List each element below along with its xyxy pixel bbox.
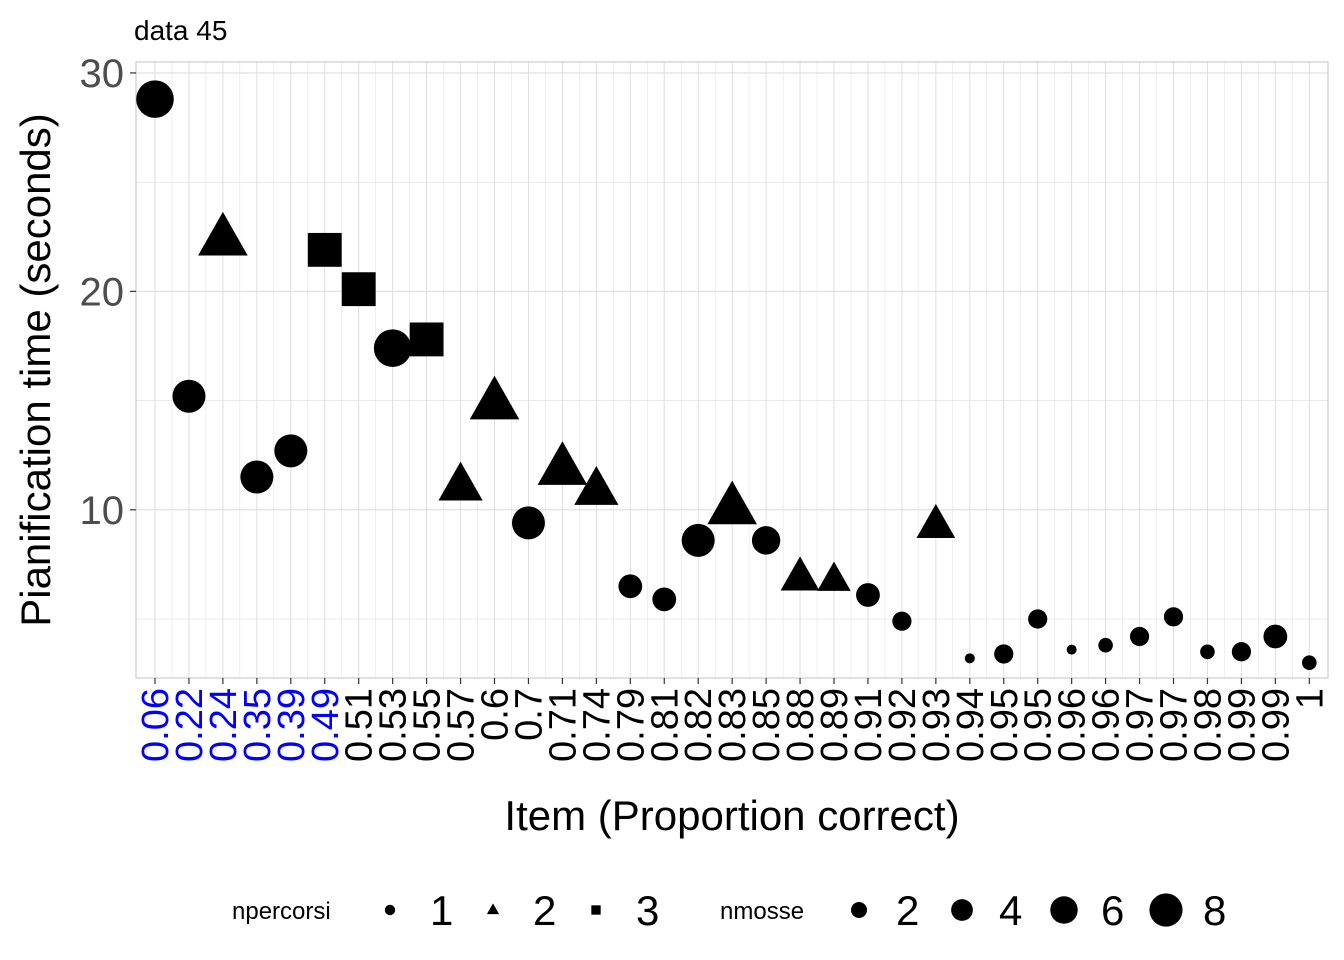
data-point bbox=[1163, 607, 1184, 627]
y-tick-label: 20 bbox=[80, 270, 125, 314]
y-tick-label: 30 bbox=[80, 52, 125, 96]
data-point bbox=[964, 653, 975, 664]
data-point bbox=[994, 644, 1014, 664]
x-tick-label: 0.94 bbox=[950, 688, 992, 762]
x-tick-label: 0.22 bbox=[169, 688, 211, 762]
x-tick-label: 0.98 bbox=[1187, 688, 1229, 762]
x-tick-label: 0.35 bbox=[237, 688, 279, 762]
chart-subtitle: data 45 bbox=[134, 15, 227, 46]
x-tick-label: 0.89 bbox=[814, 688, 856, 762]
data-point bbox=[707, 480, 757, 525]
data-point bbox=[574, 466, 619, 505]
x-tick-label: 0.82 bbox=[678, 688, 720, 762]
data-point bbox=[916, 503, 956, 539]
x-tick-label: 0.49 bbox=[305, 688, 347, 762]
x-tick-label: 0.93 bbox=[916, 688, 958, 762]
x-axis-ticks: 0.060.220.240.350.390.490.510.530.550.57… bbox=[135, 678, 1331, 762]
x-tick-label: 0.83 bbox=[712, 688, 754, 762]
data-point bbox=[1028, 609, 1048, 629]
legend-key-label: 8 bbox=[1203, 887, 1226, 934]
x-tick-label: 0.53 bbox=[373, 688, 415, 762]
legend-key-symbol bbox=[591, 905, 601, 915]
data-point bbox=[1231, 642, 1251, 662]
legend-key-symbol bbox=[951, 899, 973, 921]
x-tick-label: 0.99 bbox=[1221, 688, 1263, 762]
legend-key-label: 3 bbox=[636, 887, 659, 934]
data-point bbox=[307, 232, 342, 267]
legend-key-symbol bbox=[1050, 896, 1078, 924]
data-point bbox=[1302, 655, 1317, 671]
x-tick-label: 0.95 bbox=[1018, 688, 1060, 762]
data-point bbox=[537, 441, 588, 485]
x-tick-label: 0.55 bbox=[407, 688, 449, 762]
legend-key-symbol bbox=[486, 903, 500, 915]
data-point bbox=[438, 461, 483, 501]
x-tick-label: 0.06 bbox=[135, 688, 177, 762]
data-point bbox=[817, 561, 851, 591]
x-tick-label: 0.97 bbox=[1154, 688, 1196, 762]
x-tick-label: 0.57 bbox=[441, 688, 483, 762]
data-point bbox=[1066, 644, 1077, 655]
data-point bbox=[681, 523, 715, 557]
x-tick-label: 0.92 bbox=[882, 688, 924, 762]
x-tick-label: 0.7 bbox=[508, 688, 550, 741]
x-tick-label: 0.79 bbox=[610, 688, 652, 762]
legend-key-label: 2 bbox=[896, 887, 919, 934]
x-tick-label: 0.71 bbox=[542, 688, 584, 762]
y-tick-label: 10 bbox=[80, 489, 125, 533]
legend-key-label: 4 bbox=[999, 887, 1022, 934]
x-tick-label: 0.74 bbox=[576, 688, 618, 762]
x-tick-label: 0.6 bbox=[475, 688, 517, 741]
data-points bbox=[136, 80, 1317, 671]
data-point bbox=[409, 322, 444, 357]
legend-key-symbol bbox=[384, 904, 396, 916]
data-point bbox=[136, 80, 174, 118]
data-point bbox=[1098, 637, 1113, 653]
x-tick-label: 0.85 bbox=[746, 688, 788, 762]
legend-key-label: 2 bbox=[533, 887, 556, 934]
legend-title-nmosse: nmosse bbox=[720, 898, 804, 925]
legend-key-symbol bbox=[850, 901, 868, 919]
data-point bbox=[1129, 626, 1150, 647]
legend: npercorsi 1 2 3 nmosse 2 4 6 8 bbox=[232, 887, 1226, 934]
x-tick-label: 0.88 bbox=[780, 688, 822, 762]
data-point bbox=[618, 574, 643, 599]
x-tick-label: 1 bbox=[1289, 688, 1331, 709]
data-point bbox=[652, 587, 677, 612]
x-tick-label: 0.96 bbox=[1086, 688, 1128, 762]
data-point bbox=[274, 434, 308, 468]
x-tick-label: 0.51 bbox=[339, 688, 381, 762]
legend-key-label: 6 bbox=[1101, 887, 1124, 934]
legend-title-npercorsi: npercorsi bbox=[232, 898, 331, 925]
data-point bbox=[469, 375, 520, 420]
data-point bbox=[341, 272, 376, 307]
data-point bbox=[1263, 624, 1288, 649]
x-tick-label: 0.24 bbox=[203, 688, 245, 762]
y-axis-title: Pianification time (seconds) bbox=[12, 113, 59, 627]
data-point bbox=[780, 556, 820, 591]
x-tick-label: 0.97 bbox=[1120, 688, 1162, 762]
y-axis-ticks: 10 20 30 bbox=[80, 52, 136, 533]
legend-key-label: 1 bbox=[430, 887, 453, 934]
x-tick-label: 0.99 bbox=[1255, 688, 1297, 762]
data-point bbox=[373, 329, 412, 367]
data-point bbox=[240, 460, 274, 494]
data-point bbox=[892, 611, 912, 631]
x-axis-title: Item (Proportion correct) bbox=[504, 792, 959, 839]
data-point bbox=[198, 211, 248, 256]
x-tick-label: 0.96 bbox=[1052, 688, 1094, 762]
x-tick-label: 0.95 bbox=[984, 688, 1026, 762]
legend-key-symbol bbox=[1149, 893, 1183, 927]
data-point bbox=[856, 583, 880, 607]
data-point bbox=[172, 379, 206, 413]
data-point bbox=[751, 526, 781, 555]
x-tick-label: 0.91 bbox=[848, 688, 890, 762]
data-point bbox=[1200, 644, 1215, 660]
x-tick-label: 0.81 bbox=[644, 688, 686, 762]
data-point bbox=[511, 506, 545, 540]
x-tick-label: 0.39 bbox=[271, 688, 313, 762]
